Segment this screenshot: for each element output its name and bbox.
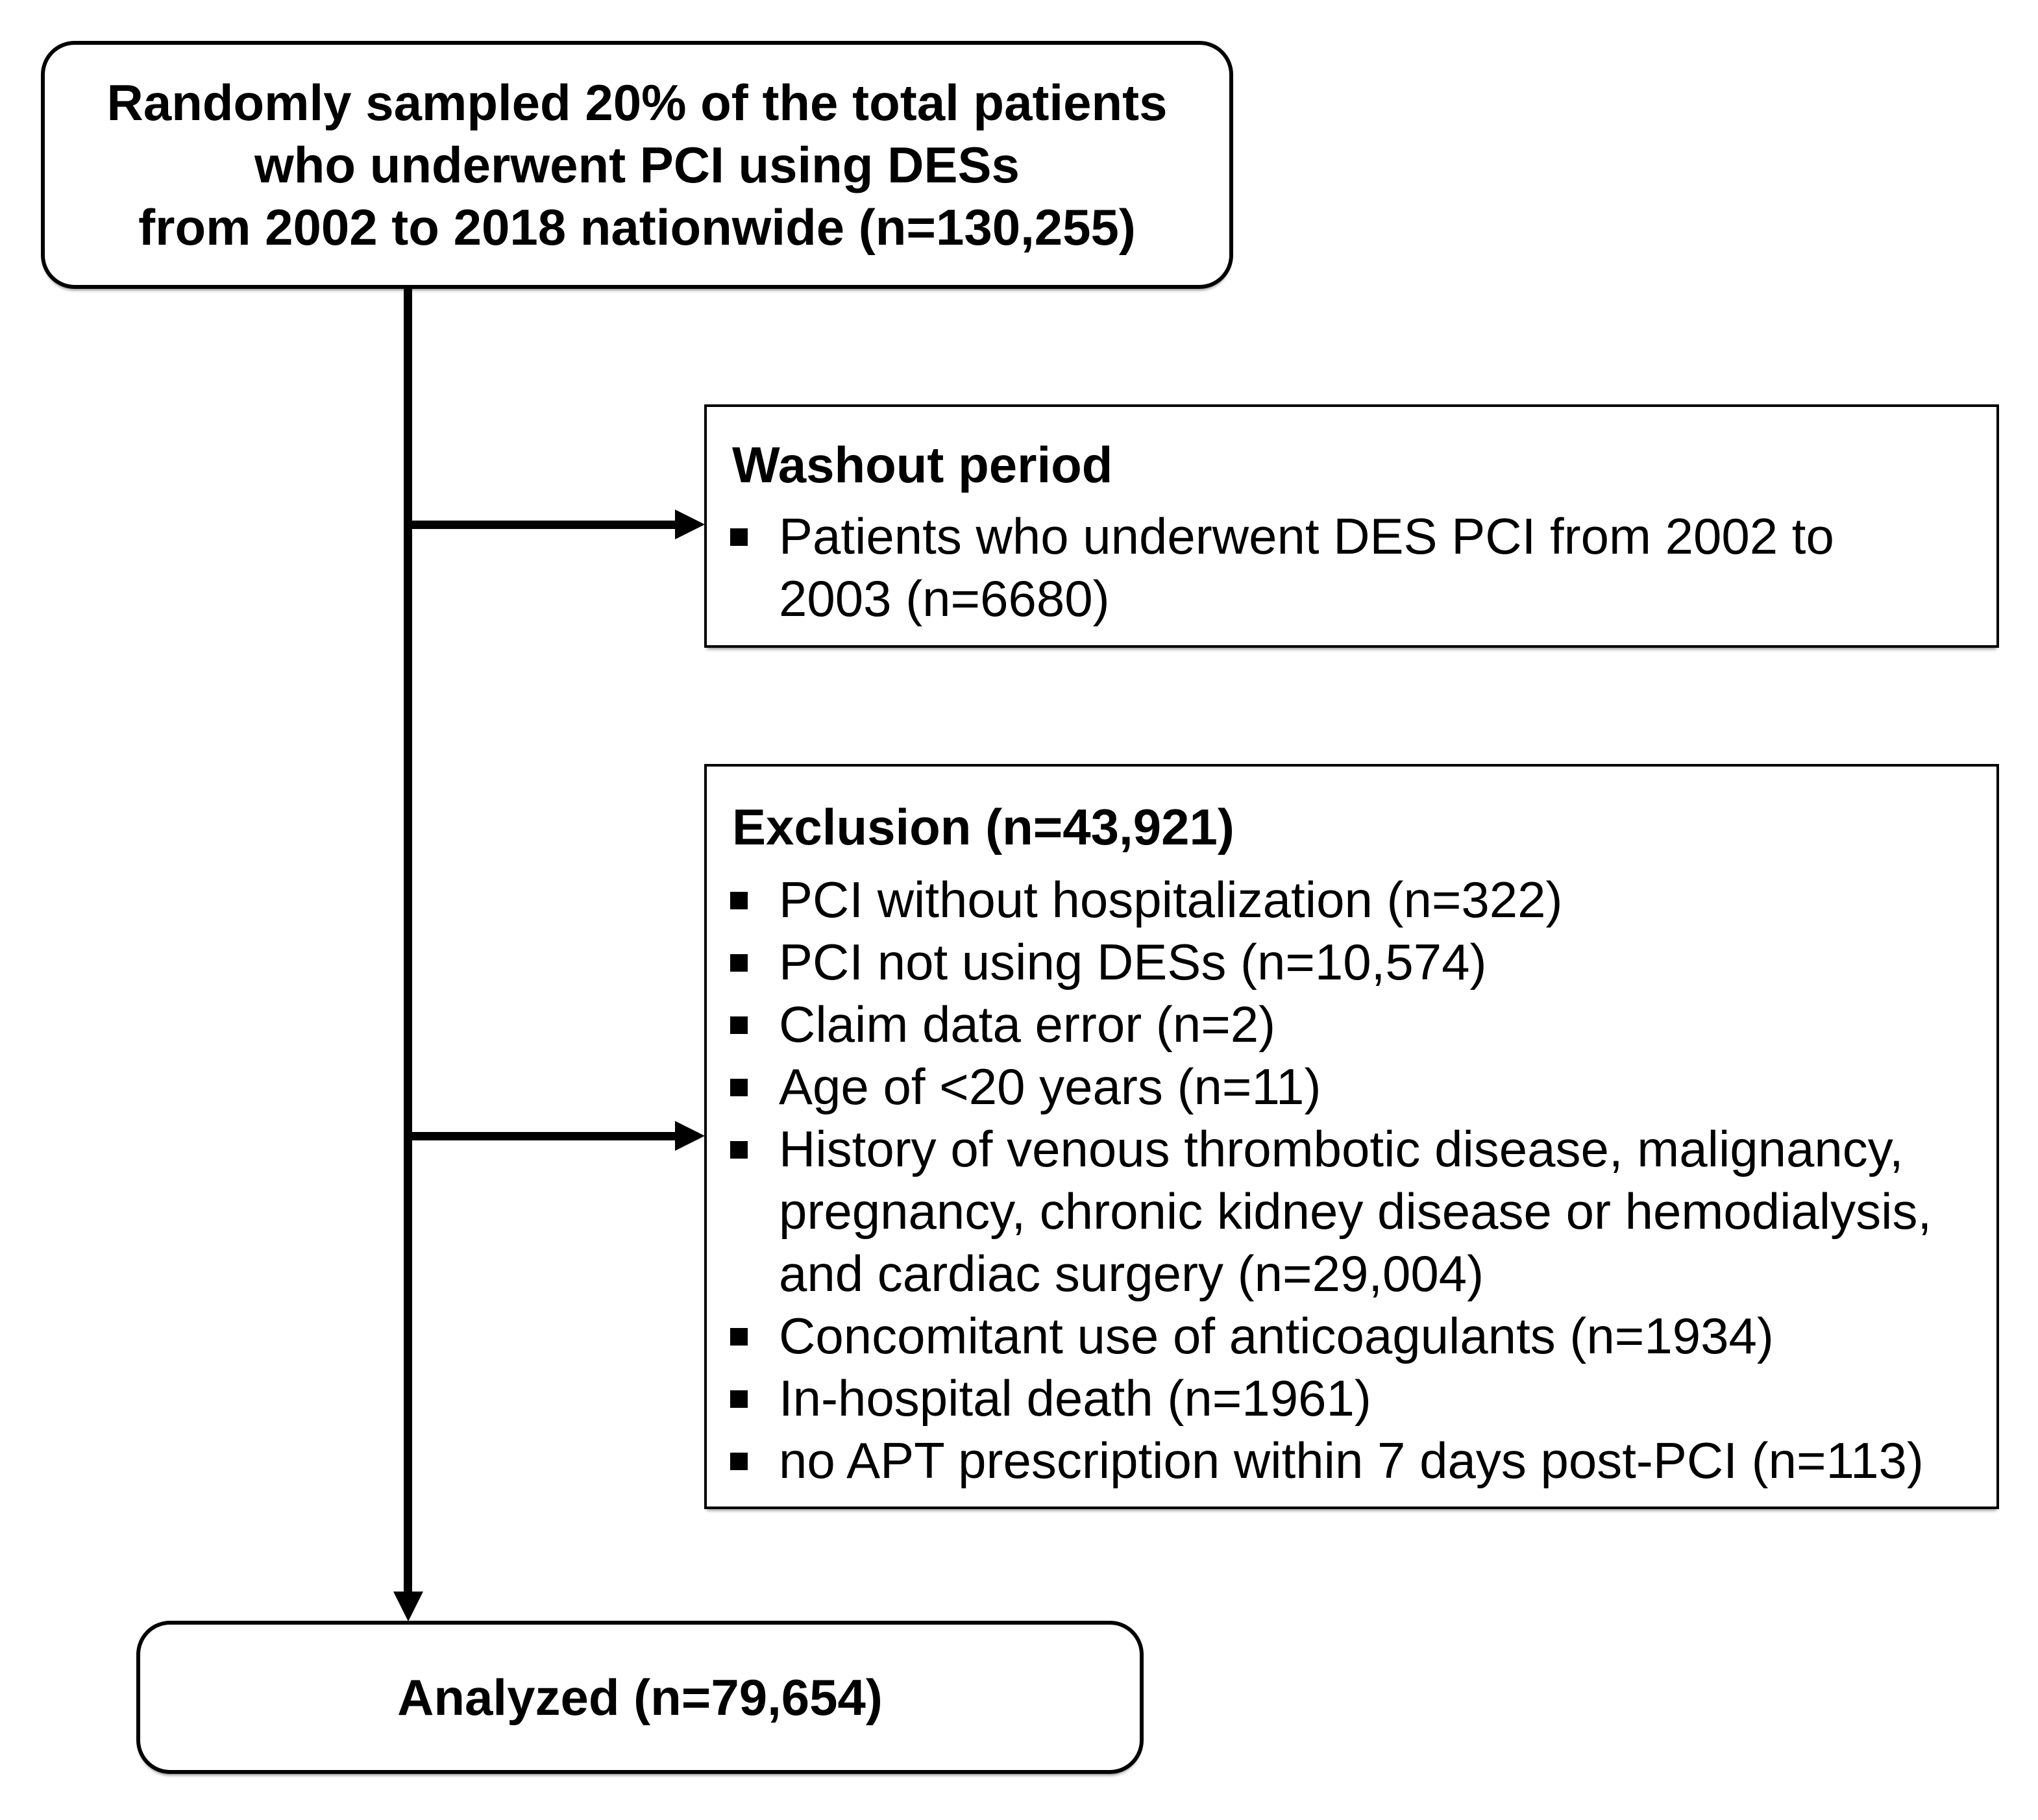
source-line-2: who underwent PCI using DESs: [254, 136, 1020, 193]
bullet-marker-icon: [730, 892, 748, 909]
list-item: PCI not using DESs (n=10,574): [707, 931, 1981, 993]
list-item: History of venous thrombotic disease, ma…: [707, 1118, 1981, 1180]
bullet-marker-icon: [730, 954, 748, 972]
exclusion-box: Exclusion (n=43,921) PCI without hospita…: [704, 764, 1999, 1509]
exclusion-item-text: no APT prescription within 7 days post-P…: [779, 1432, 1924, 1489]
arrow-right-icon: [675, 1121, 705, 1151]
bullet-marker-icon: [730, 1079, 748, 1096]
washout-branch-line: [408, 521, 678, 529]
exclusion-item-text: Concomitant use of anticoagulants (n=193…: [779, 1307, 1774, 1364]
bullet-marker-icon: [730, 1390, 748, 1408]
exclusion-item-text: History of venous thrombotic disease, ma…: [779, 1120, 1904, 1177]
analyzed-label: Analyzed (n=79,654): [397, 1669, 883, 1726]
list-item-continuation: and cardiac surgery (n=29,004): [707, 1242, 1981, 1305]
source-line-3: from 2002 to 2018 nationwide (n=130,255): [138, 199, 1136, 256]
list-item-continuation: pregnancy, chronic kidney disease or hem…: [707, 1180, 1981, 1242]
exclusion-item-text: and cardiac surgery (n=29,004): [779, 1245, 1484, 1302]
exclusion-item-text: PCI not using DESs (n=10,574): [779, 933, 1487, 990]
source-population-box: Randomly sampled 20% of the total patien…: [41, 41, 1233, 289]
bullet-marker-icon: [730, 1016, 748, 1034]
washout-item-text: Patients who underwent DES PCI from 2002…: [779, 508, 1834, 565]
list-item: In-hospital death (n=1961): [707, 1367, 1981, 1429]
exclusion-title: Exclusion (n=43,921): [732, 798, 1234, 855]
bullet-marker-icon: [730, 1328, 748, 1346]
washout-item-text: 2003 (n=6680): [779, 570, 1110, 627]
washout-title: Washout period: [732, 436, 1113, 493]
bullet-marker-icon: [730, 1141, 748, 1159]
list-item: PCI without hospitalization (n=322): [707, 868, 1981, 931]
exclusion-item-text: Claim data error (n=2): [779, 996, 1276, 1053]
list-item: Patients who underwent DES PCI from 2002…: [707, 505, 1981, 567]
exclusion-item-text: PCI without hospitalization (n=322): [779, 871, 1563, 928]
analyzed-box: Analyzed (n=79,654): [136, 1621, 1144, 1774]
exclusion-item-text: pregnancy, chronic kidney disease or hem…: [779, 1183, 1932, 1240]
source-line-1: Randomly sampled 20% of the total patien…: [106, 74, 1168, 131]
list-item: Age of <20 years (n=11): [707, 1055, 1981, 1118]
exclusion-item-text: In-hospital death (n=1961): [779, 1370, 1371, 1427]
source-population-text: Randomly sampled 20% of the total patien…: [107, 71, 1168, 258]
arrow-right-icon: [675, 510, 705, 539]
list-item: no APT prescription within 7 days post-P…: [707, 1429, 1981, 1492]
bullet-marker-icon: [730, 528, 748, 546]
bullet-marker-icon: [730, 1453, 748, 1470]
list-item: Concomitant use of anticoagulants (n=193…: [707, 1305, 1981, 1367]
list-item-continuation: 2003 (n=6680): [707, 567, 1981, 630]
exclusion-item-text: Age of <20 years (n=11): [779, 1058, 1321, 1115]
main-flow-line: [404, 288, 412, 1593]
arrow-down-icon: [393, 1592, 423, 1621]
washout-box: Washout period Patients who underwent DE…: [704, 404, 1999, 648]
exclusion-branch-line: [408, 1132, 678, 1140]
list-item: Claim data error (n=2): [707, 993, 1981, 1055]
